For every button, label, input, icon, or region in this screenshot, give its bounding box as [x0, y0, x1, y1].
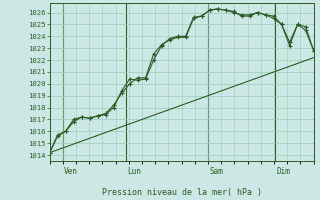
Text: Pression niveau de la mer( hPa ): Pression niveau de la mer( hPa ) [102, 188, 262, 197]
Text: Lun: Lun [127, 167, 141, 176]
Text: Dim: Dim [276, 167, 291, 176]
Text: Sam: Sam [209, 167, 223, 176]
Text: Ven: Ven [64, 167, 78, 176]
